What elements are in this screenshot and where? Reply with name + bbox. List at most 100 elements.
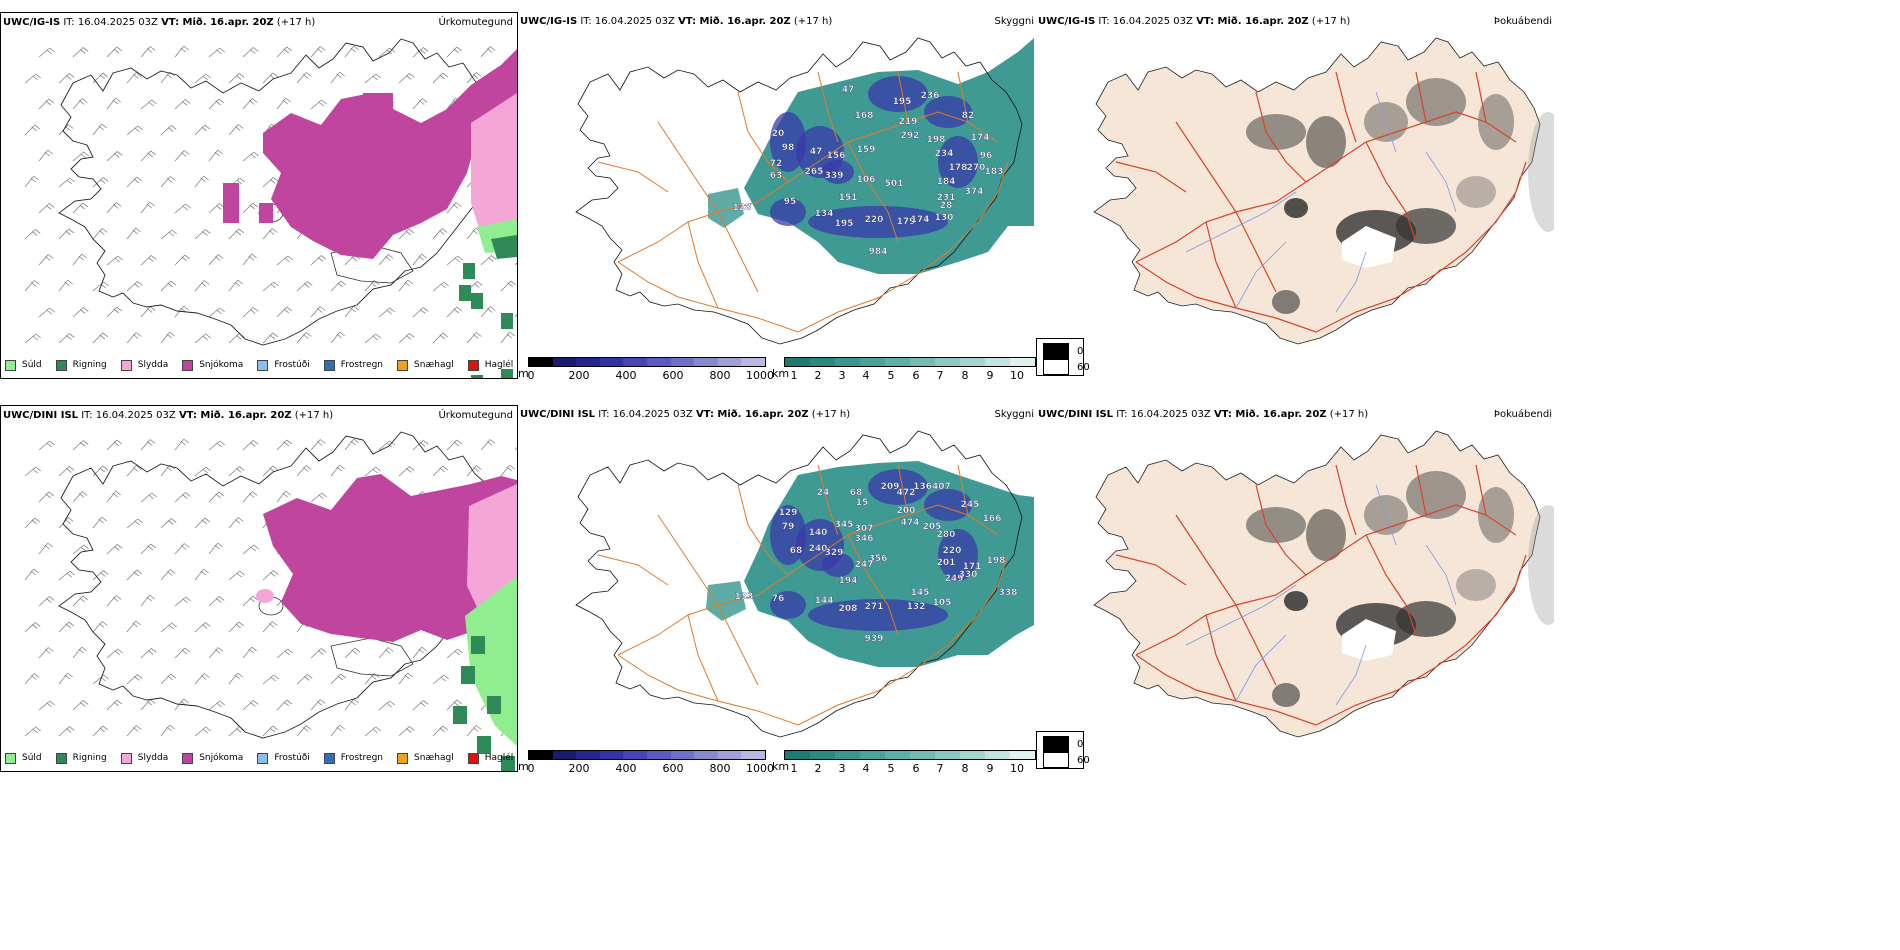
river-line xyxy=(1335,251,1367,313)
road-line xyxy=(1255,484,1307,576)
cloud-base-label: 145 xyxy=(911,588,930,598)
road-line xyxy=(847,141,899,243)
wind-barb xyxy=(72,440,89,451)
panel-title: UWC/DINI ISL IT: 16.04.2025 03Z VT: Mið.… xyxy=(520,409,851,420)
legend-item-freezing-rain: Frostregn xyxy=(323,359,383,371)
wind-barb xyxy=(126,125,143,136)
wind-barb xyxy=(140,201,155,214)
wind-barb xyxy=(140,648,157,659)
wind-barb xyxy=(310,648,327,659)
wind-barb xyxy=(398,73,415,84)
fog-shading xyxy=(1456,176,1496,208)
wind-barb xyxy=(228,124,244,136)
wind-barb xyxy=(72,307,89,318)
cloud-base-label: 96 xyxy=(980,151,993,161)
wind-barb xyxy=(140,46,156,58)
wind-barb xyxy=(296,674,313,685)
cloud-base-label: 374 xyxy=(965,187,984,197)
rain-cell xyxy=(463,263,475,279)
wind-barb xyxy=(24,73,41,84)
wind-barb xyxy=(140,150,156,162)
visibility-panel-bottom: UWC/DINI ISL IT: 16.04.2025 03Z VT: Mið.… xyxy=(518,405,1036,772)
wind-barb xyxy=(228,73,245,84)
fog-shading xyxy=(1246,507,1306,543)
precip-type-legend: Súld Rigning Slydda Snjókoma Frostúði Fr… xyxy=(5,750,517,766)
wind-barb xyxy=(330,724,345,737)
wind-barb xyxy=(228,672,243,685)
panel-title: UWC/IG-IS IT: 16.04.2025 03Z VT: Mið. 16… xyxy=(1038,16,1351,27)
wind-barb xyxy=(262,725,278,737)
cloud-base-area xyxy=(938,136,978,188)
cloud-base-label: 201 xyxy=(937,558,956,568)
wind-barb xyxy=(140,492,157,503)
wind-barb xyxy=(276,490,291,503)
cloud-base-label: 194 xyxy=(839,576,858,586)
road-line xyxy=(1175,514,1277,686)
low-visibility-area xyxy=(708,188,744,228)
wind-barb xyxy=(174,99,191,110)
wind-barb xyxy=(432,465,448,477)
wind-barb xyxy=(364,73,381,84)
precip-type-panel-bottom: UWC/DINI ISL IT: 16.04.2025 03Z VT: Mið.… xyxy=(0,405,518,772)
wind-barb xyxy=(140,543,156,555)
cloud-base-label: 338 xyxy=(999,588,1018,598)
wind-barb xyxy=(262,228,278,240)
wind-barb xyxy=(262,674,279,685)
cloud-base-label: 20 xyxy=(772,129,785,139)
wind-barb xyxy=(412,98,428,110)
precip-type-panel-top: UWC/IG-IS IT: 16.04.2025 03Z VT: Mið. 16… xyxy=(0,12,518,379)
cloud-base-area xyxy=(868,469,928,505)
road-line xyxy=(1175,121,1277,293)
panel-title: UWC/DINI ISL IT: 16.04.2025 03Z VT: Mið.… xyxy=(3,410,334,421)
wind-barb xyxy=(514,313,517,318)
cloud-base-label: 47 xyxy=(842,85,855,95)
wind-barb xyxy=(432,725,448,737)
cloud-base-label: 132 xyxy=(907,602,926,612)
wind-barb xyxy=(72,98,88,110)
cloud-base-label: 144 xyxy=(815,596,834,606)
wind-barb xyxy=(106,255,123,266)
fog-map-top xyxy=(1093,37,1554,345)
fog-shading xyxy=(1284,198,1308,218)
wind-barb xyxy=(174,492,191,503)
drizzle-swatch xyxy=(5,359,16,371)
fog-shading xyxy=(1272,290,1300,314)
cloud-base-label: 98 xyxy=(782,143,795,153)
wind-barb xyxy=(296,332,312,344)
panel-name: Úrkomutegund xyxy=(438,410,513,421)
cloud-base-label: 345 xyxy=(835,520,854,530)
wind-barb xyxy=(72,595,88,607)
cloud-base-area xyxy=(938,529,978,581)
fog-panel-bottom: UWC/DINI ISL IT: 16.04.2025 03Z VT: Mið.… xyxy=(1036,405,1554,772)
wind-barb xyxy=(500,280,516,292)
wind-barb xyxy=(310,439,326,451)
legend-item-rain: Rigning xyxy=(55,359,107,371)
wind-barb xyxy=(466,465,482,477)
wind-barb xyxy=(364,280,380,292)
cloud-base-label: 82 xyxy=(962,111,975,121)
cloud-base-label: 200 xyxy=(897,506,916,516)
cloud-base-area xyxy=(822,553,854,577)
road-line xyxy=(1335,71,1357,143)
wind-barb xyxy=(126,569,142,581)
wind-barb xyxy=(432,72,448,84)
wind-barb xyxy=(480,255,497,266)
wind-barb xyxy=(398,333,415,344)
iceland-coastline xyxy=(575,430,1023,738)
visibility-unit: km xyxy=(772,367,790,380)
wind-barb xyxy=(296,725,312,737)
road-line xyxy=(687,614,719,702)
cloud-base-label: 329 xyxy=(825,548,844,558)
rain-cell xyxy=(461,666,475,684)
wind-barb xyxy=(364,673,380,685)
glacier-white xyxy=(1342,226,1396,268)
sleet-area xyxy=(471,93,517,235)
panel-title: UWC/IG-IS IT: 16.04.2025 03Z VT: Mið. 16… xyxy=(520,16,833,27)
wind-barb xyxy=(208,98,224,110)
fog-swatch-white xyxy=(1043,359,1069,375)
wind-barb xyxy=(106,648,123,659)
panel-name: Úrkomutegund xyxy=(438,17,513,28)
cloud-base-label: 171 xyxy=(963,562,982,572)
wind-barb xyxy=(106,544,123,555)
wind-barb xyxy=(106,490,121,503)
